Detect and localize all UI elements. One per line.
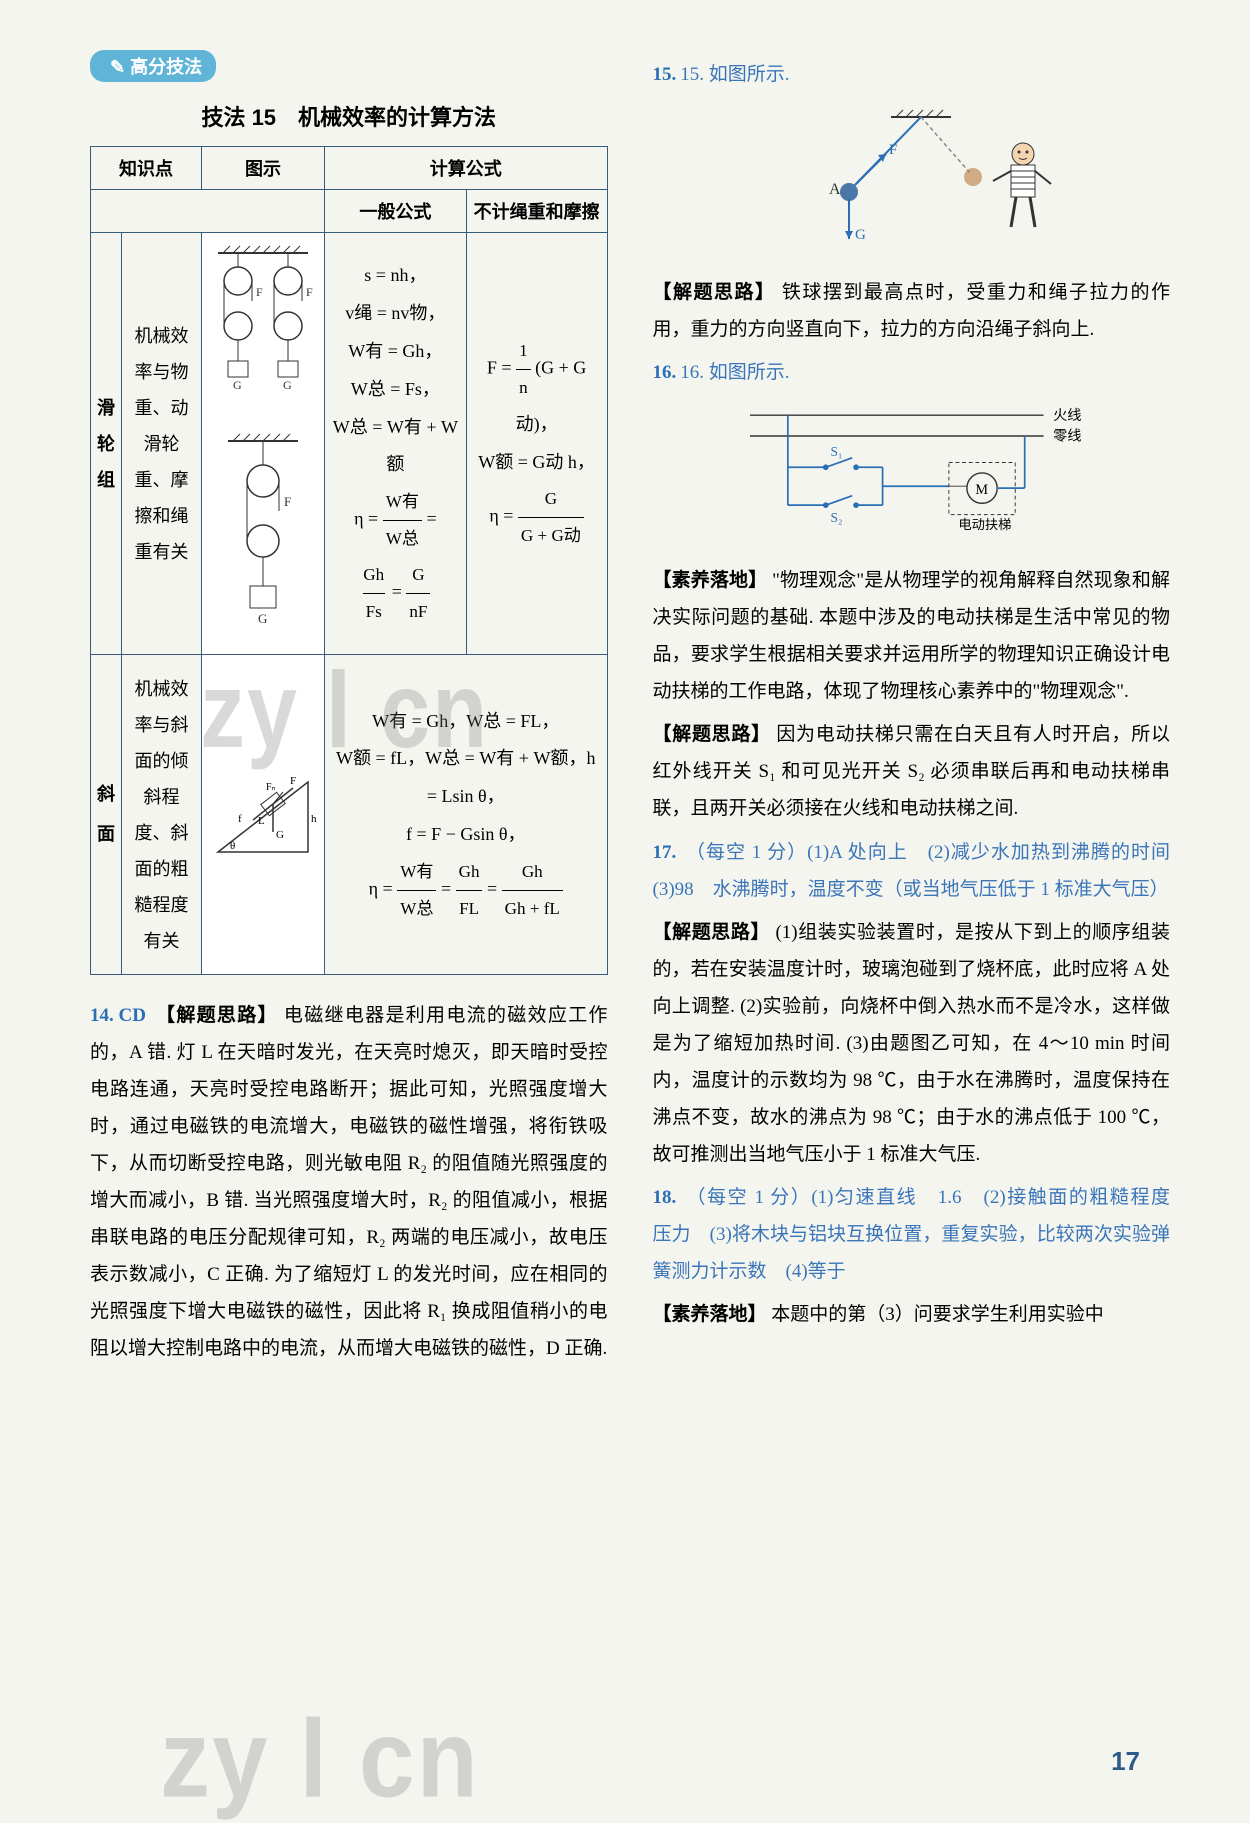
watermark-bottom: zy l cn xyxy=(160,1696,480,1823)
svg-text:S₁: S₁ xyxy=(831,444,843,459)
svg-text:M: M xyxy=(976,482,989,498)
row1-formula-noloss: F = 1n (G + G动)， W额 = G动 h， η = GG + G动 xyxy=(466,233,607,655)
svg-text:火线: 火线 xyxy=(1053,407,1081,424)
row1-diagram: F G F G xyxy=(202,233,325,655)
svg-text:电动扶梯: 电动扶梯 xyxy=(959,517,1012,532)
q16-head: 16.16. 如图所示. xyxy=(653,354,1171,391)
svg-text:Fₙ: Fₙ xyxy=(266,782,276,793)
svg-text:G: G xyxy=(276,829,284,841)
row2-knowledge: 机械效率与斜面的倾斜程度、斜面的粗糙程度有关 xyxy=(122,655,202,975)
q16-suyang: 【素养落地】 "物理观念"是从物理学的视角解释自然现象和解决实际问题的基础. 本… xyxy=(653,562,1171,710)
svg-text:F: F xyxy=(256,285,263,299)
technique-badge: ✎ 高分技法 xyxy=(90,50,216,82)
svg-text:L: L xyxy=(258,815,265,827)
q15-figure: A F G xyxy=(653,99,1171,264)
svg-text:G: G xyxy=(283,378,292,392)
svg-text:S₂: S₂ xyxy=(831,510,843,525)
svg-text:f: f xyxy=(238,813,242,825)
q17-solution: 【解题思路】 (1)组装实验装置时，是按从下到上的顺序组装的，若在安装温度计时，… xyxy=(653,914,1171,1173)
q18-answer: 18. （每空 1 分）(1)匀速直线 1.6 (2)接触面的粗糙程度 压力 (… xyxy=(653,1179,1171,1290)
th-diagram: 图示 xyxy=(202,147,325,190)
q16-figure: 火线 零线 S₁ S₂ xyxy=(653,397,1171,552)
row1-formula-general: s = nh， v绳 = nv物， W有 = Gh， W总 = Fs， W总 =… xyxy=(325,233,467,655)
svg-text:G: G xyxy=(233,378,242,392)
svg-text:F: F xyxy=(889,142,897,158)
svg-text:θ: θ xyxy=(230,840,235,852)
svg-text:F: F xyxy=(306,285,313,299)
th-sub-general: 一般公式 xyxy=(325,190,467,233)
technique-title: 技法 15 机械效率的计算方法 xyxy=(90,100,608,132)
svg-text:G: G xyxy=(855,227,866,243)
q14-paragraph: 14. CD 【解题思路】 电磁继电器是利用电流的磁效应工作的，A 错. 灯 L… xyxy=(90,997,608,1367)
svg-text:A: A xyxy=(829,181,841,198)
q15-head: 15.15. 如图所示. xyxy=(653,56,1171,93)
th-sub-noloss: 不计绳重和摩擦 xyxy=(466,190,607,233)
q17-answer: 17. （每空 1 分）(1)A 处向上 (2)减少水加热到沸腾的时间 (3)9… xyxy=(653,834,1171,908)
page-number: 17 xyxy=(1111,1746,1140,1777)
th-knowledge: 知识点 xyxy=(91,147,202,190)
q18-suyang: 【素养落地】 本题中的第（3）问要求学生利用实验中 xyxy=(653,1296,1171,1333)
efficiency-table: 知识点 图示 计算公式 一般公式 不计绳重和摩擦 滑轮组 机械效率与物重、动滑轮… xyxy=(90,146,608,975)
row1-knowledge: 机械效率与物重、动滑轮重、摩擦和绳重有关 xyxy=(122,233,202,655)
svg-text:F: F xyxy=(290,775,296,787)
row2-formula: W有 = Gh，W总 = FL， W额 = fL，W总 = W有 + W额，h … xyxy=(325,655,608,975)
svg-text:F: F xyxy=(284,494,291,509)
q16-solution: 【解题思路】 因为电动扶梯只需在白天且有人时开启，所以红外线开关 S₁ 和可见光… xyxy=(653,716,1171,827)
svg-text:G: G xyxy=(258,611,267,626)
svg-text:零线: 零线 xyxy=(1053,428,1081,445)
q15-solution: 【解题思路】 铁球摆到最高点时，受重力和绳子拉力的作用，重力的方向竖直向下，拉力… xyxy=(653,274,1171,348)
th-formula: 计算公式 xyxy=(325,147,608,190)
svg-text:h: h xyxy=(311,813,317,825)
row2-group: 斜面 xyxy=(91,655,122,975)
row2-diagram: F f Fₙ G L h θ xyxy=(202,655,325,975)
q14-number: 14. CD xyxy=(90,997,146,1034)
row1-group: 滑轮组 xyxy=(91,233,122,655)
